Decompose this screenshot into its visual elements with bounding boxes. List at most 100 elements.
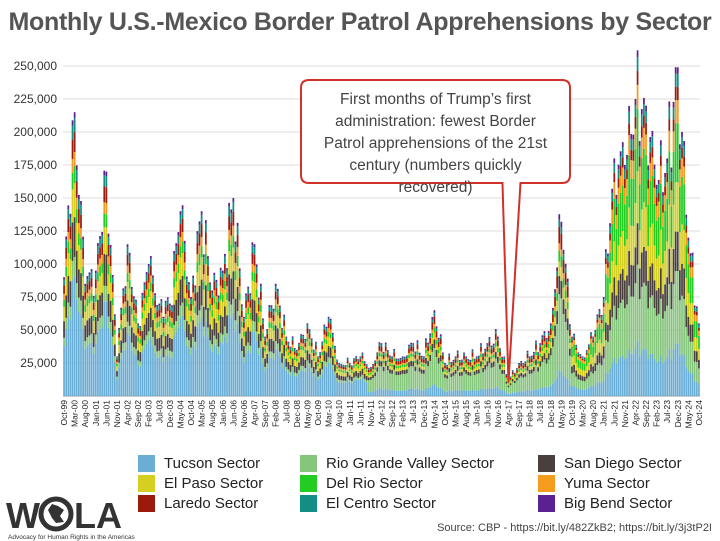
bar-segment <box>467 365 469 366</box>
bar-segment <box>677 87 679 100</box>
bar-segment <box>353 372 355 377</box>
bar-segment <box>677 67 679 74</box>
bar-segment <box>442 390 444 396</box>
bar-segment <box>558 251 560 262</box>
bar-segment <box>421 390 423 396</box>
bar-segment <box>681 137 683 148</box>
bar-segment <box>294 348 296 349</box>
bar-segment <box>84 325 86 341</box>
bar-segment <box>152 306 154 320</box>
bar-segment <box>681 148 683 159</box>
bar-segment <box>639 146 641 156</box>
x-tick-label: Sep-17 <box>514 400 524 428</box>
bar-segment <box>95 288 97 294</box>
bar-segment <box>161 301 163 306</box>
bar-segment <box>99 236 101 239</box>
bar-segment <box>450 369 452 371</box>
bar-segment <box>211 305 213 310</box>
bar-segment <box>67 219 69 232</box>
bar-segment <box>271 318 273 323</box>
bar-segment <box>186 276 188 278</box>
bar-segment <box>347 365 349 367</box>
bar-segment <box>112 298 114 305</box>
bar-segment <box>677 271 679 343</box>
bar-segment <box>465 363 467 365</box>
bar-segment <box>80 201 82 205</box>
bar-segment <box>406 362 408 364</box>
bar-segment <box>264 337 266 338</box>
bar-segment <box>552 322 554 326</box>
bar-segment <box>675 271 677 343</box>
bar-segment <box>554 336 556 381</box>
bar-segment <box>660 268 662 299</box>
bar-segment <box>273 310 275 314</box>
bar-segment <box>575 345 577 346</box>
bar-segment <box>319 353 321 355</box>
bar-segment <box>419 390 421 396</box>
bar-segment <box>434 313 436 316</box>
bar-segment <box>681 264 683 296</box>
bar-segment <box>372 370 374 372</box>
bar-segment <box>258 305 260 312</box>
bar-segment <box>561 227 563 234</box>
bar-segment <box>376 390 378 396</box>
bar-segment <box>222 288 224 294</box>
bar-segment <box>391 358 393 360</box>
bar-segment <box>522 368 524 369</box>
bar-segment <box>535 355 537 359</box>
y-tick-label: 150,000 <box>14 191 58 205</box>
bar-segment <box>343 373 345 377</box>
bar-segment <box>497 337 499 339</box>
bar-segment <box>389 364 391 366</box>
bar-segment <box>561 267 563 281</box>
bar-segment <box>417 351 419 354</box>
bar-segment <box>201 305 203 318</box>
bar-segment <box>192 278 194 284</box>
bar-segment <box>315 342 317 343</box>
bar-segment <box>152 278 154 284</box>
bar-segment <box>209 298 211 304</box>
bar-segment <box>298 353 300 356</box>
bar-segment <box>643 98 645 104</box>
bar-segment <box>232 313 234 396</box>
bar-segment <box>277 304 279 309</box>
bar-segment <box>247 287 249 289</box>
bar-segment <box>444 365 446 368</box>
bar-segment <box>131 327 133 342</box>
bar-segment <box>239 333 241 342</box>
bar-segment <box>334 371 336 375</box>
bar-segment <box>379 342 381 344</box>
bar-segment <box>112 345 114 396</box>
bar-segment <box>406 357 408 359</box>
bar-segment <box>72 120 74 126</box>
bar-segment <box>692 342 694 374</box>
x-tick-label: Aug-20 <box>588 400 598 428</box>
bar-segment <box>652 295 654 353</box>
bar-segment <box>328 357 330 363</box>
bar-segment <box>302 335 304 336</box>
bar-segment <box>343 376 345 380</box>
bar-segment <box>395 361 397 364</box>
bar-segment <box>345 377 347 381</box>
bar-segment <box>154 293 156 295</box>
bar-segment <box>514 377 516 378</box>
bar-segment <box>679 187 681 232</box>
bar-segment <box>533 361 535 364</box>
bar-segment <box>431 338 433 344</box>
bar-segment <box>184 298 186 320</box>
bar-segment <box>241 322 243 328</box>
bar-segment <box>649 267 651 298</box>
bar-segment <box>300 357 302 366</box>
bar-segment <box>224 257 226 264</box>
bar-segment <box>313 358 315 361</box>
bar-segment <box>67 232 69 242</box>
bar-segment <box>637 109 639 171</box>
bar-segment <box>609 368 611 396</box>
bar-segment <box>74 132 76 152</box>
bar-segment <box>67 205 69 209</box>
bar-segment <box>601 343 603 355</box>
bar-segment <box>533 363 535 367</box>
bar-segment <box>423 390 425 396</box>
bar-segment <box>125 342 127 350</box>
bar-segment <box>199 310 201 322</box>
